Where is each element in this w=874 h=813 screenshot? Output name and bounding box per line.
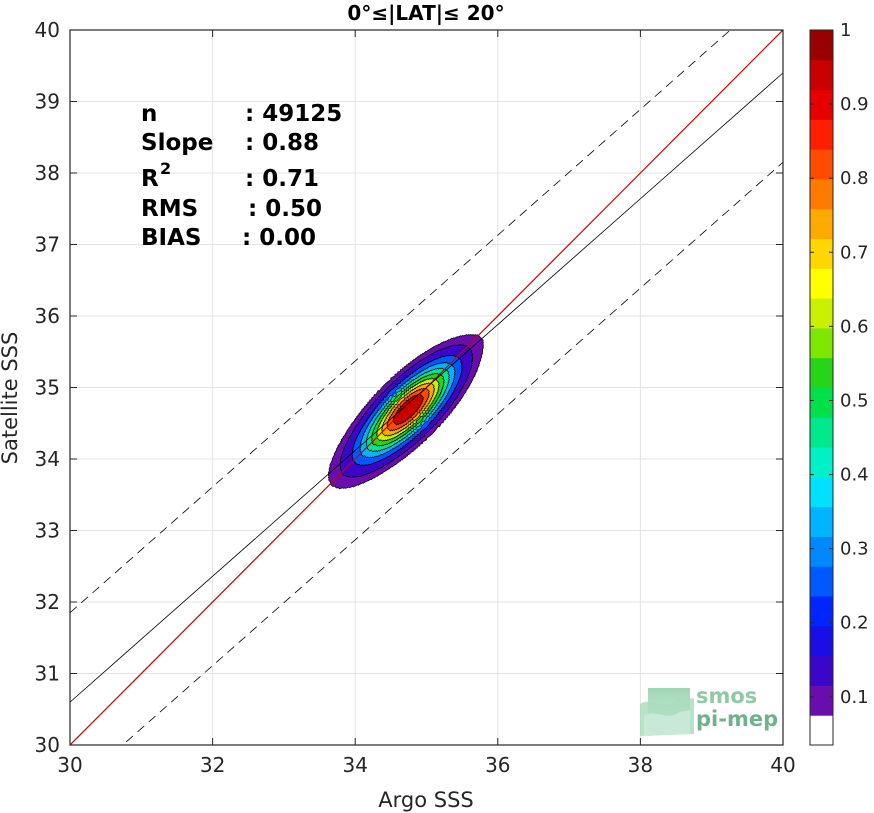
colorbar-band [810,149,833,180]
colorbar-band [810,268,833,299]
stats-box: n : 49125 Slope : 0.88 R 2 : 0.71 RMS : … [141,101,342,251]
colorbar-band [810,178,833,210]
stat-r2-label: R [141,166,159,192]
colorbar-band [810,596,833,627]
chart-title: 0°≤|LAT|≤ 20° [347,1,504,25]
stat-bias-value: : 0.00 [242,225,316,251]
y-tick-label: 37 [35,233,60,257]
y-tick-label: 30 [35,733,60,757]
colorbar-band [810,715,833,746]
colorbar-band [810,298,833,329]
colorbar-band [810,655,833,686]
colorbar-band [810,476,833,508]
colorbar-band [810,506,833,537]
colorbar-frame [809,29,834,746]
logo-wave-icon [640,688,694,736]
colorbar-band [810,387,833,418]
stat-rms-label: RMS [141,196,198,222]
regression-line [70,72,783,703]
x-tick-label: 34 [342,753,367,777]
stat-slope-label: Slope [141,130,213,156]
y-tick-label: 32 [35,590,60,614]
y-tick-label: 33 [35,519,60,543]
y-tick-label: 39 [35,90,60,114]
x-tick-label: 40 [770,753,795,777]
colorbar-tick-label: 0.6 [840,316,869,337]
colorbar-band [810,59,833,91]
colorbar-band [810,238,833,269]
colorbar-tick-label: 0.4 [840,465,869,486]
colorbar-band [810,327,833,359]
colorbar-tick-label: 0.9 [840,94,869,115]
colorbar-tick-label: 0.2 [840,613,869,634]
stat-slope-value: : 0.88 [245,130,319,156]
colorbar-band [810,566,833,597]
colorbar-band [810,208,833,240]
x-tick-label: 32 [200,753,225,777]
colorbar-band [810,447,833,478]
logo-text-smos: smos [696,684,757,708]
density-contours [327,334,484,490]
colorbar-band [810,89,833,120]
colorbar-tick-label: 0.5 [840,390,869,411]
stat-n-label: n [141,101,157,127]
y-axis-label: Satellite SSS [0,332,22,465]
colorbar: 0.1 0.2 0.3 0.4 0.5 0.6 0.7 0.8 0.9 1 [810,20,869,746]
y-tick-label: 31 [35,662,60,686]
colorbar-band [810,357,833,388]
y-tick-label: 38 [35,161,60,185]
colorbar-tick-label: 1 [840,20,851,41]
smos-pimep-logo: smos pi-mep [640,684,778,736]
x-axis-label: Argo SSS [378,788,473,812]
axis-ticks: 30 32 34 36 38 40 30 31 32 33 34 35 36 37 38 39 40 [35,18,796,777]
reference-lines [70,30,783,745]
colorbar-band [810,30,833,61]
colorbar-tick-label: 0.3 [840,539,869,560]
colorbar-tick-label: 0.1 [840,687,869,708]
colorbar-band [810,536,833,567]
x-tick-label: 30 [57,753,82,777]
x-tick-label: 36 [485,753,510,777]
colorbar-band [810,685,833,716]
rms-upper-line [70,30,731,614]
logo-text-pimep: pi-mep [696,707,778,731]
stat-rms-value: : 0.50 [248,196,322,222]
colorbar-band [810,625,833,657]
rms-lower-line [122,161,783,745]
stat-bias-label: BIAS [141,225,201,251]
colorbar-band [810,417,833,448]
y-tick-label: 34 [35,447,60,471]
stat-n-value: : 49125 [245,101,342,127]
y-tick-label: 40 [35,18,60,42]
stat-r2-sup: 2 [160,159,171,178]
grid [69,29,784,746]
y-tick-label: 35 [35,376,60,400]
colorbar-tick-label: 0.7 [840,242,869,263]
stat-r2-value: : 0.71 [245,166,319,192]
y-tick-label: 36 [35,304,60,328]
colorbar-tick-label: 0.8 [840,168,869,189]
colorbar-band [810,119,833,150]
x-tick-label: 38 [628,753,653,777]
